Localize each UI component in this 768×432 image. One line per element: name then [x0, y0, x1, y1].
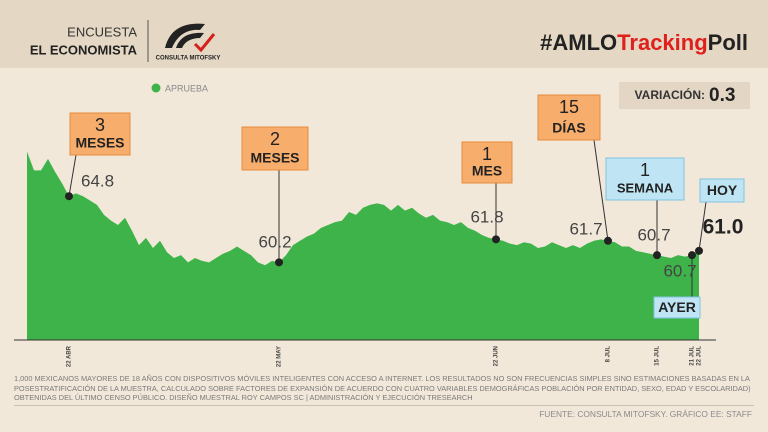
- annotation-number: 3: [95, 115, 105, 135]
- hashtag-part: #AMLO: [540, 30, 617, 55]
- annotation-unit: HOY: [707, 182, 738, 198]
- annotation-number: 15: [559, 97, 579, 117]
- value-label: 61.8: [470, 207, 503, 226]
- value-label: 60.7: [663, 261, 696, 280]
- leader-line: [593, 139, 609, 241]
- annotation-box: [69, 112, 131, 156]
- annotation-number: 1: [482, 144, 492, 164]
- leader-line: [698, 201, 707, 251]
- annotation-unit: MESES: [250, 150, 299, 166]
- methodology-note: 1,000 MEXICANOS MAYORES DE 18 AÑOS CON D…: [14, 374, 751, 403]
- brand-line: EL ECONOMISTA: [30, 42, 138, 57]
- annotation-unit: AYER: [658, 299, 696, 315]
- x-tick-label: 21 JUL: [690, 346, 696, 366]
- annotation-number: 1: [640, 160, 650, 180]
- point-marker: [275, 258, 283, 267]
- variation-value: 0.3: [709, 85, 735, 106]
- annotation-box: [461, 141, 513, 184]
- point-marker: [65, 192, 73, 201]
- logo-text: CONSULTA MITOFSKY: [156, 56, 221, 62]
- x-tick-label: 8 JUL: [606, 346, 612, 363]
- annotation-unit: MES: [472, 163, 502, 179]
- hashtag-part: Poll: [708, 30, 748, 55]
- x-tick-label: 22 MAY: [277, 346, 283, 367]
- source: FUENTE: CONSULTA MITOFSKY. GRÁFICO EE: S…: [539, 409, 752, 419]
- annotation-unit: SEMANA: [617, 180, 674, 195]
- annotation-box: [605, 157, 685, 201]
- point-marker: [492, 235, 500, 244]
- annotation-box: [699, 178, 745, 203]
- value-label: 60.7: [637, 225, 670, 244]
- point-marker: [688, 251, 696, 260]
- point-marker: [604, 236, 612, 245]
- annotation-unit: MESES: [75, 135, 124, 151]
- area: [27, 151, 699, 340]
- hashtag: #AMLOTrackingPoll: [540, 30, 748, 55]
- point-marker: [695, 246, 703, 255]
- legend-swatch: [151, 83, 161, 93]
- footer-rule: [14, 405, 754, 406]
- value-label: 60.2: [258, 232, 291, 251]
- annotation-unit: DÍAS: [552, 120, 585, 136]
- x-tick-label: 15 JUL: [655, 346, 661, 366]
- annotation-box: [653, 296, 701, 319]
- annotation-box: [537, 94, 601, 141]
- brand-line: ENCUESTA: [67, 24, 137, 39]
- x-tick-label: 22 JUL: [697, 346, 703, 366]
- value-label: 64.8: [81, 171, 114, 190]
- value-label: 61.7: [569, 219, 602, 238]
- variation-box: [619, 82, 750, 109]
- legend-label: APRUEBA: [165, 83, 208, 93]
- logo: CONSULTA MITOFSKY: [156, 23, 221, 62]
- x-tick-label: 22 JUN: [494, 346, 500, 366]
- x-tick-label: 22 ABR: [67, 345, 73, 367]
- point-marker: [653, 251, 661, 260]
- variation-label: VARIACIÓN:: [635, 87, 705, 102]
- annotation-number: 2: [270, 129, 280, 149]
- hashtag-part: Tracking: [617, 30, 707, 55]
- leader-line: [68, 154, 77, 197]
- annotation-box: [241, 126, 309, 171]
- header-band: [0, 0, 768, 68]
- value-label: 61.0: [703, 216, 744, 239]
